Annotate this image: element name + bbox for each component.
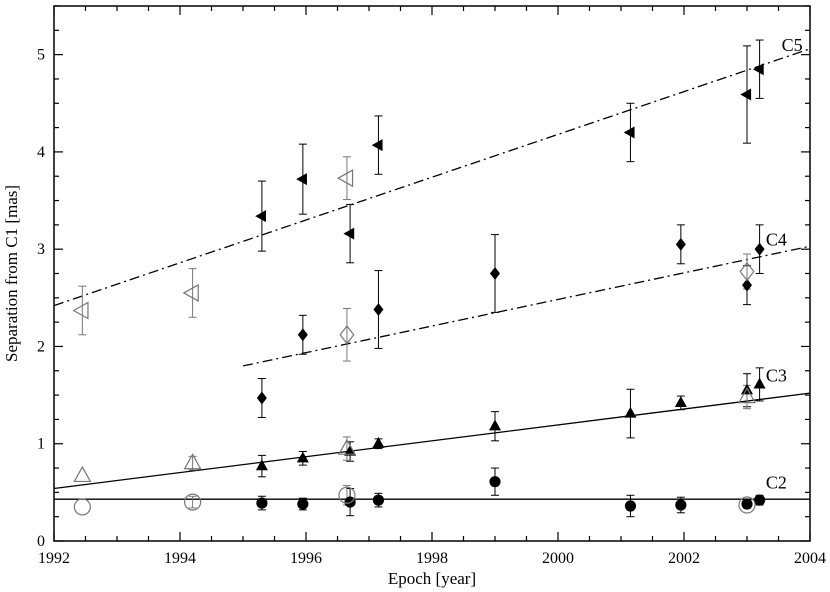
c2-point <box>741 498 753 510</box>
c4-label: C4 <box>766 229 787 249</box>
c5-open-point <box>182 283 199 302</box>
fit-lines <box>53 48 811 500</box>
x-tick-label: 1996 <box>290 550 322 567</box>
c3-open-point <box>183 453 202 470</box>
c5-point <box>623 126 635 139</box>
x-tick-label: 1994 <box>164 550 196 567</box>
c2-open-point <box>73 498 91 516</box>
c4-point <box>256 391 267 405</box>
y-tick-label: 3 <box>37 241 45 258</box>
c4-point <box>373 303 384 316</box>
c2-label: C2 <box>766 473 787 493</box>
y-tick-label: 0 <box>37 533 45 550</box>
c2-point <box>675 499 687 511</box>
c2-open-point <box>738 496 756 514</box>
c2-point <box>489 476 501 488</box>
c2-point <box>753 494 766 506</box>
c3-open-point <box>337 438 356 455</box>
c2-point <box>256 497 268 509</box>
c4-open-point <box>339 325 355 345</box>
c5-point <box>343 227 355 240</box>
c3-point <box>372 436 385 448</box>
c5-open-point <box>336 169 354 188</box>
c5-point <box>296 173 307 186</box>
x-tick-label: 1992 <box>38 550 70 567</box>
c4-point <box>675 237 686 251</box>
series-labels: C2 C3 C4 C5 <box>766 35 803 493</box>
c3-fit-line <box>53 392 811 490</box>
c5-point <box>740 88 752 101</box>
c2-point <box>297 498 309 510</box>
c3-label: C3 <box>766 366 787 386</box>
x-tick-label: 2002 <box>668 550 700 567</box>
y-tick-label: 5 <box>37 47 45 64</box>
c5-point <box>752 63 764 76</box>
markers <box>72 63 766 516</box>
c3-point <box>674 396 687 407</box>
c2-point <box>624 500 637 512</box>
c3-point <box>753 377 766 389</box>
c5-point <box>255 210 266 223</box>
c5-open-point <box>72 301 89 320</box>
x-axis-label: Epoch [year] <box>388 569 476 588</box>
c4-point <box>489 267 501 280</box>
c3-point <box>624 406 637 418</box>
y-tick-label: 1 <box>37 436 45 453</box>
c4-point <box>297 328 308 342</box>
ticks: 1992 1994 1996 1998 2000 2002 2004 0 1 2 3 4 5 <box>37 5 826 567</box>
c3-open-point <box>73 465 92 483</box>
c5-label: C5 <box>782 35 803 55</box>
c3-point <box>488 419 502 431</box>
c2-open-point <box>338 486 356 504</box>
plot-frame <box>53 5 811 542</box>
c5-fit-line <box>53 48 811 307</box>
c3-point <box>296 451 309 463</box>
x-tick-label: 1998 <box>416 550 448 567</box>
c3-point <box>255 459 268 471</box>
y-tick-label: 4 <box>37 144 45 161</box>
c4-point <box>741 278 753 292</box>
c3-open-point <box>737 387 757 404</box>
x-tick-label: 2000 <box>542 550 574 567</box>
c4-point <box>754 242 765 256</box>
c4-fit-line <box>242 245 811 367</box>
x-tick-label: 2004 <box>794 550 826 567</box>
c5-point <box>371 139 383 152</box>
c2-point <box>372 494 385 506</box>
y-tick-label: 2 <box>37 338 45 355</box>
c4-open-point <box>739 261 755 282</box>
c2-open-point <box>184 493 202 511</box>
y-axis-label: Separation from C1 [mas] <box>2 185 21 362</box>
